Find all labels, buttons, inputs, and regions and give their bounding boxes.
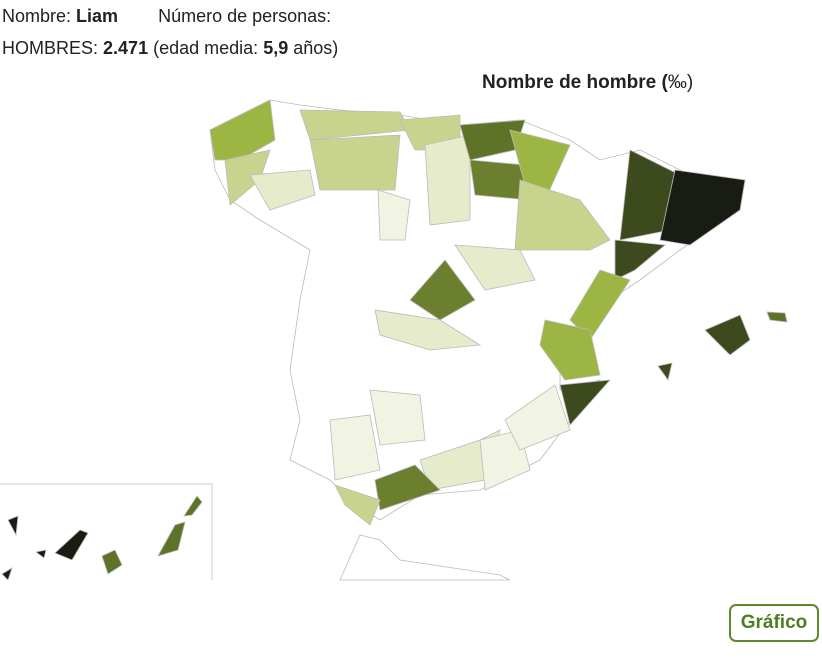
name-label: Nombre: — [2, 6, 72, 26]
island — [54, 529, 89, 561]
count-line: HOMBRES: 2.471 (edad media: 5,9 años) — [2, 38, 338, 59]
age: 5,9 — [263, 38, 289, 58]
province — [339, 534, 511, 581]
province — [559, 379, 611, 426]
island — [7, 515, 19, 537]
province — [504, 384, 571, 451]
province — [334, 484, 381, 526]
title-text: Nombre de hombre ( — [482, 72, 668, 93]
menorca — [766, 311, 788, 323]
island — [157, 521, 186, 557]
count-label: Número de personas: — [158, 6, 332, 26]
mallorca — [704, 314, 751, 356]
ibiza — [657, 362, 673, 381]
island — [35, 549, 47, 559]
name-line: Nombre: Liam Número de personas: — [2, 6, 331, 27]
province — [329, 414, 381, 481]
province — [309, 134, 401, 191]
province — [514, 179, 611, 251]
province — [409, 259, 476, 321]
island — [183, 495, 203, 517]
province — [249, 169, 316, 211]
map — [0, 99, 788, 581]
island — [101, 549, 123, 575]
canary-frame — [0, 483, 213, 580]
group-label: HOMBRES: — [2, 38, 99, 58]
name: Liam — [76, 6, 119, 26]
province — [614, 239, 666, 281]
age-label: (edad media: — [153, 38, 259, 58]
title-unit: ‰) — [667, 72, 694, 93]
chart-button[interactable]: Gráfico — [729, 604, 819, 642]
map-title: Nombre de hombre (‰) — [482, 72, 693, 94]
province — [459, 119, 526, 161]
province — [377, 189, 411, 241]
province — [209, 99, 276, 161]
province — [424, 134, 471, 226]
age-unit: años) — [293, 38, 339, 58]
province — [539, 319, 601, 381]
island — [1, 567, 13, 581]
province — [374, 309, 482, 351]
province — [659, 169, 746, 246]
province — [454, 244, 536, 291]
province — [369, 389, 426, 446]
count: 2.471 — [103, 38, 149, 58]
